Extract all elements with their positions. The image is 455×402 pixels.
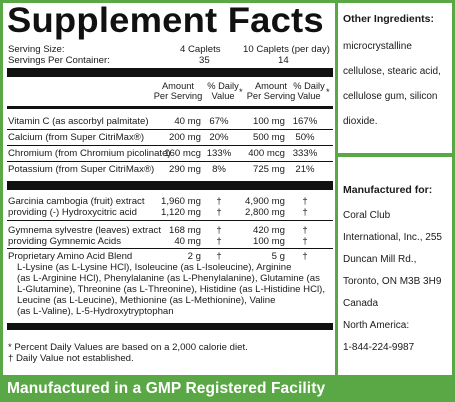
- header-per-serving-2: Per Serving: [246, 91, 296, 101]
- other-ingredients-line: cellulose gum, silicon: [343, 91, 438, 102]
- nutrient-amount-1: 40 mg: [174, 116, 201, 127]
- nutrient-dv-2: 333%: [292, 148, 318, 159]
- serving-size-label: Serving Size:: [8, 44, 65, 55]
- nutrient-name: Potassium (from Super CitriMax®): [8, 164, 155, 175]
- header-star-2: *: [326, 87, 330, 97]
- header-pct-1: % Daily: [207, 81, 239, 91]
- supplement-facts-panel: Supplement Facts Serving Size: 4 Caplets…: [3, 3, 335, 375]
- manufacturer-line: Coral Club: [343, 210, 391, 221]
- other-ingredients-heading: Other Ingredients:: [343, 13, 435, 25]
- extract-amount-1: 168 mg: [169, 225, 201, 236]
- nutrient-name: Calcium (from Super CitriMax®): [8, 132, 145, 143]
- nutrient-dv-2: 167%: [292, 116, 318, 127]
- nutrient-amount-1: 160 mcg: [164, 148, 201, 159]
- manufacturer-line: 1-844-224-9987: [343, 342, 415, 353]
- divider-thick: [7, 181, 333, 190]
- row-divider: [7, 129, 333, 130]
- extract-name: providing Gymnemic Acids: [8, 236, 122, 247]
- blend-name: Proprietary Amino Acid Blend: [8, 251, 133, 262]
- nutrient-name: Chromium (from Chromium picolinate): [8, 148, 171, 159]
- extract-amount-2: 420 mg: [253, 225, 285, 236]
- blend-ingredient-line: L-Glutamine), Threonine (as L-Threonine)…: [17, 284, 326, 295]
- other-ingredients-line: cellulose, stearic acid,: [343, 66, 441, 77]
- manufacturer-line: Canada: [343, 298, 379, 309]
- extract-dv-1: †: [216, 196, 222, 207]
- manufacturer-line: International, Inc., 255: [343, 232, 442, 243]
- extract-amount-1: 1,120 mg: [160, 207, 201, 218]
- manufacturer-box: Manufactured for: Coral Club Internation…: [338, 157, 452, 375]
- extract-dv-2: †: [302, 236, 308, 247]
- nutrient-name: Vitamin C (as ascorbyl palmitate): [8, 116, 149, 127]
- header-per-serving-1: Per Serving: [153, 91, 203, 101]
- nutrient-amount-2: 100 mg: [253, 116, 285, 127]
- other-ingredients-line: microcrystalline: [343, 41, 412, 52]
- nutrient-dv-2: 50%: [295, 132, 315, 143]
- nutrient-amount-1: 290 mg: [169, 164, 201, 175]
- manufacturer-heading: Manufactured for:: [343, 184, 433, 196]
- nutrient-dv-1: 8%: [212, 164, 226, 175]
- panel-title: Supplement Facts: [7, 3, 324, 40]
- extract-dv-1: †: [216, 225, 222, 236]
- other-ingredients-line: dioxide.: [343, 116, 378, 127]
- nutrient-amount-2: 725 mg: [253, 164, 285, 175]
- blend-dv-2: †: [302, 251, 308, 262]
- header-value-1: Value: [211, 91, 235, 101]
- nutrient-amount-2: 400 mcg: [248, 148, 285, 159]
- blend-dv-1: †: [216, 251, 222, 262]
- servings-per-container-label: Servings Per Container:: [8, 55, 110, 66]
- divider-thin: [7, 248, 333, 249]
- extract-amount-2: 4,900 mg: [244, 196, 285, 207]
- extract-dv-1: †: [216, 236, 222, 247]
- other-ingredients-box: Other Ingredients: microcrystalline cell…: [338, 3, 452, 153]
- extract-name: Garcinia cambogia (fruit) extract: [8, 196, 145, 207]
- extract-amount-1: 40 mg: [174, 236, 201, 247]
- blend-ingredient-line: Leucine (as L-Leucine), Methionine (as L…: [17, 295, 276, 306]
- manufacturer-line: Duncan Mill Rd.,: [343, 254, 417, 265]
- manufacturer-line: North America:: [343, 320, 410, 331]
- footnote-dagger: † Daily Value not established.: [8, 353, 134, 364]
- blend-amount-2: 5 g: [271, 251, 285, 262]
- nutrient-dv-1: 67%: [209, 116, 229, 127]
- header-pct-2: % Daily: [293, 81, 325, 91]
- servings-per-container-value-1: 35: [199, 55, 210, 66]
- nutrient-dv-1: 133%: [206, 148, 232, 159]
- extract-dv-2: †: [302, 196, 308, 207]
- extract-dv-1: †: [216, 207, 222, 218]
- row-divider: [7, 161, 333, 162]
- row-divider: [7, 220, 333, 221]
- blend-amount-1: 2 g: [187, 251, 201, 262]
- blend-ingredient-line: (as L-Arginine HCl), Phenylalanine (as L…: [17, 273, 320, 284]
- divider-thick: [7, 323, 333, 330]
- extract-name: Gymnema sylvestre (leaves) extract: [8, 225, 162, 236]
- extract-name: providing (-) Hydroxycitric acid: [8, 207, 138, 218]
- gmp-footer: Manufactured in a GMP Registered Facilit…: [0, 375, 455, 402]
- servings-per-container-value-2: 14: [278, 55, 289, 66]
- header-divider: [7, 106, 333, 109]
- nutrient-dv-2: 21%: [295, 164, 315, 175]
- extract-dv-2: †: [302, 225, 308, 236]
- nutrient-amount-2: 500 mg: [253, 132, 285, 143]
- divider-thick: [7, 68, 333, 77]
- blend-ingredient-line: L-Lysine (as L-Lysine HCl), Isoleucine (…: [17, 262, 292, 273]
- header-star-1: *: [239, 87, 243, 97]
- side-info: Other Ingredients: microcrystalline cell…: [338, 3, 452, 375]
- header-value-2: Value: [297, 91, 321, 101]
- footnote-percent: * Percent Daily Values are based on a 2,…: [8, 342, 248, 353]
- nutrient-amount-1: 200 mg: [169, 132, 201, 143]
- serving-size-value-1: 4 Caplets: [180, 44, 221, 55]
- extract-amount-2: 2,800 mg: [244, 207, 285, 218]
- manufacturer-line: Toronto, ON M3B 3H9: [343, 276, 442, 287]
- extract-amount-1: 1,960 mg: [160, 196, 201, 207]
- blend-ingredient-line: (as L-Valine), L-5-Hydroxytryptophan: [17, 306, 174, 317]
- gmp-footer-text: Manufactured in a GMP Registered Facilit…: [7, 380, 326, 397]
- serving-size-value-2: 10 Caplets (per day): [243, 44, 330, 55]
- extract-dv-2: †: [302, 207, 308, 218]
- row-divider: [7, 145, 333, 146]
- header-amount-2: Amount: [254, 81, 288, 91]
- header-amount-1: Amount: [161, 81, 195, 91]
- nutrient-dv-1: 20%: [209, 132, 229, 143]
- extract-amount-2: 100 mg: [253, 236, 285, 247]
